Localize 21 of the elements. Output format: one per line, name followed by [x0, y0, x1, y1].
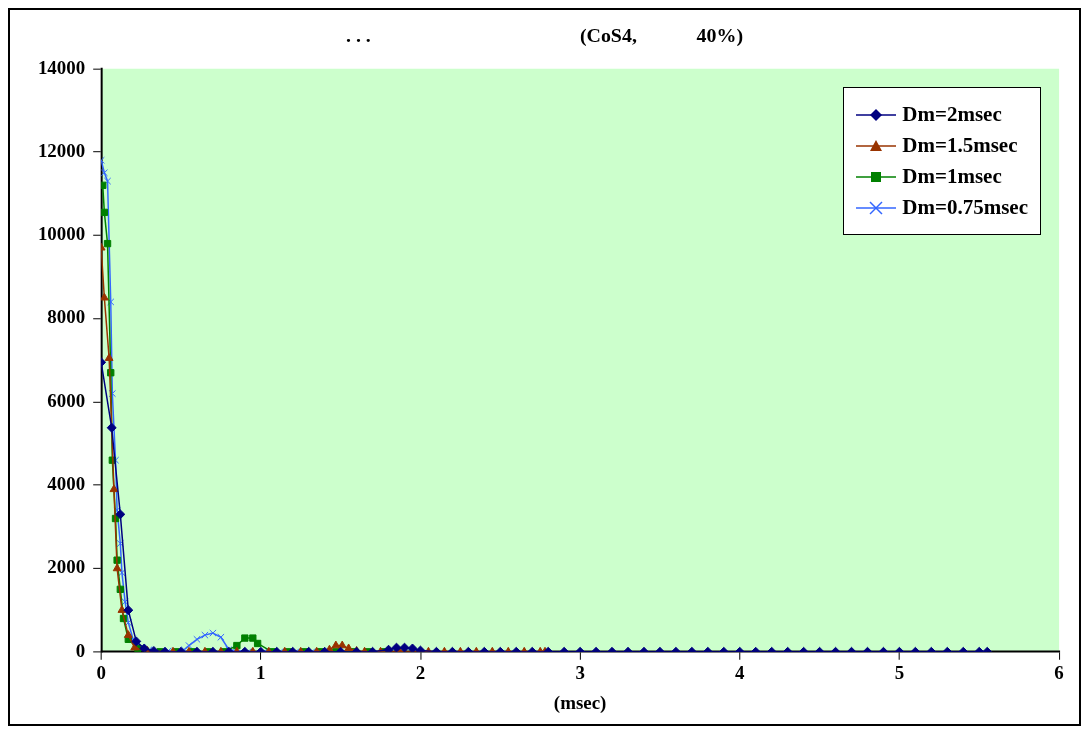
legend-label: Dm=1msec	[902, 164, 1002, 189]
y-tick-label: 6000	[47, 389, 86, 411]
chart-title: . . . (CoS4, 40%)	[345, 24, 744, 47]
legend-label: Dm=2msec	[902, 102, 1002, 127]
y-tick-label: 12000	[37, 139, 86, 161]
y-tick-label: 14000	[37, 56, 86, 78]
x-tick-label: 4	[735, 661, 746, 683]
legend-label: Dm=0.75msec	[902, 195, 1028, 220]
x-tick-label: 0	[96, 661, 106, 683]
x-tick-label: 1	[256, 661, 266, 683]
legend-label: Dm=1.5msec	[902, 133, 1018, 158]
y-tick-label: 2000	[47, 556, 86, 578]
x-tick-label: 5	[894, 661, 905, 683]
y-tick-label: 10000	[37, 223, 86, 245]
y-tick-label: 4000	[47, 473, 86, 495]
x-tick-label: 3	[575, 661, 585, 683]
x-tick-label: 2	[415, 661, 426, 683]
y-tick-label: 8000	[47, 306, 86, 328]
x-axis-title: (msec)	[553, 691, 607, 714]
y-tick-label: 0	[75, 639, 86, 661]
x-tick-label: 6	[1054, 661, 1064, 683]
